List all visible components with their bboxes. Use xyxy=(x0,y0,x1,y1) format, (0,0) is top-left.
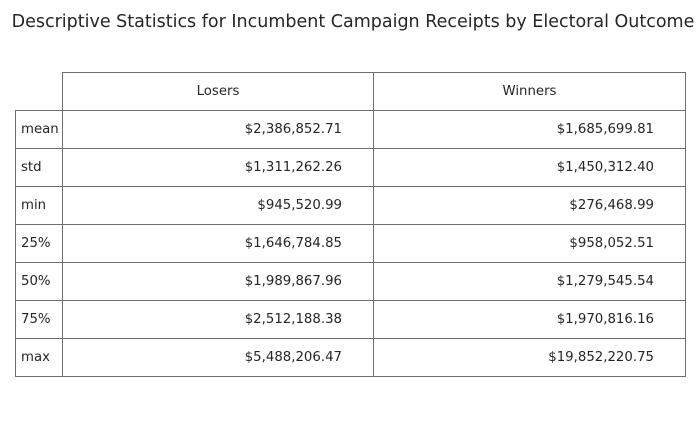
cell-winners: $19,852,220.75 xyxy=(373,338,686,377)
cell-winners: $276,468.99 xyxy=(373,186,686,225)
row-label: 75% xyxy=(15,300,63,339)
cell-losers: $1,989,867.96 xyxy=(62,262,374,301)
table-row: 50% $1,989,867.96 $1,279,545.54 xyxy=(15,262,686,301)
row-label: mean xyxy=(15,110,63,149)
table-row: max $5,488,206.47 $19,852,220.75 xyxy=(15,338,686,377)
table-row: 25% $1,646,784.85 $958,052.51 xyxy=(15,224,686,263)
cell-winners: $1,279,545.54 xyxy=(373,262,686,301)
column-header-winners: Winners xyxy=(373,72,686,111)
cell-winners: $958,052.51 xyxy=(373,224,686,263)
row-label: 50% xyxy=(15,262,63,301)
cell-winners: $1,685,699.81 xyxy=(373,110,686,149)
cell-losers: $2,512,188.38 xyxy=(62,300,374,339)
stats-table: Losers Winners mean $2,386,852.71 $1,685,6… xyxy=(15,72,686,377)
cell-losers: $1,311,262.26 xyxy=(62,148,374,187)
header-row: Losers Winners xyxy=(15,72,686,111)
cell-losers: $1,646,784.85 xyxy=(62,224,374,263)
cell-losers: $945,520.99 xyxy=(62,186,374,225)
corner-cell xyxy=(15,72,63,111)
table-row: mean $2,386,852.71 $1,685,699.81 xyxy=(15,110,686,149)
table-row: min $945,520.99 $276,468.99 xyxy=(15,186,686,225)
column-header-losers: Losers xyxy=(62,72,374,111)
cell-losers: $5,488,206.47 xyxy=(62,338,374,377)
cell-losers: $2,386,852.71 xyxy=(62,110,374,149)
table-row: std $1,311,262.26 $1,450,312.40 xyxy=(15,148,686,187)
chart-title: Descriptive Statistics for Incumbent Cam… xyxy=(11,12,695,32)
cell-winners: $1,450,312.40 xyxy=(373,148,686,187)
stats-table-container: Losers Winners mean $2,386,852.71 $1,685,6… xyxy=(15,72,686,377)
row-label: 25% xyxy=(15,224,63,263)
table-body: mean $2,386,852.71 $1,685,699.81 std $1,311,… xyxy=(15,110,686,377)
row-label: max xyxy=(15,338,63,377)
row-label: std xyxy=(15,148,63,187)
row-label: min xyxy=(15,186,63,225)
cell-winners: $1,970,816.16 xyxy=(373,300,686,339)
table-row: 75% $2,512,188.38 $1,970,816.16 xyxy=(15,300,686,339)
